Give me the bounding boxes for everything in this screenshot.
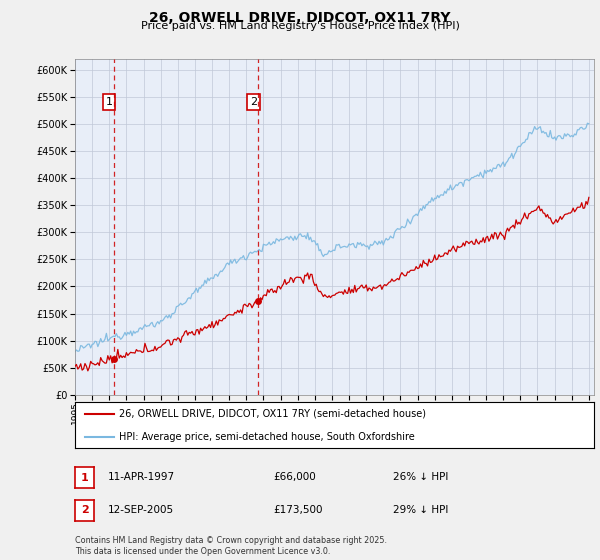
Text: 11-APR-1997: 11-APR-1997 bbox=[108, 472, 175, 482]
Text: 26, ORWELL DRIVE, DIDCOT, OX11 7RY: 26, ORWELL DRIVE, DIDCOT, OX11 7RY bbox=[149, 11, 451, 25]
Text: 26, ORWELL DRIVE, DIDCOT, OX11 7RY (semi-detached house): 26, ORWELL DRIVE, DIDCOT, OX11 7RY (semi… bbox=[119, 409, 426, 418]
Text: 26% ↓ HPI: 26% ↓ HPI bbox=[393, 472, 448, 482]
Text: Contains HM Land Registry data © Crown copyright and database right 2025.
This d: Contains HM Land Registry data © Crown c… bbox=[75, 536, 387, 556]
Text: 29% ↓ HPI: 29% ↓ HPI bbox=[393, 505, 448, 515]
Text: 1: 1 bbox=[81, 473, 88, 483]
Text: 1: 1 bbox=[106, 97, 112, 107]
Text: £173,500: £173,500 bbox=[273, 505, 323, 515]
Text: 12-SEP-2005: 12-SEP-2005 bbox=[108, 505, 174, 515]
Text: Price paid vs. HM Land Registry's House Price Index (HPI): Price paid vs. HM Land Registry's House … bbox=[140, 21, 460, 31]
Text: 2: 2 bbox=[250, 97, 257, 107]
Text: £66,000: £66,000 bbox=[273, 472, 316, 482]
Text: 2: 2 bbox=[81, 505, 88, 515]
Text: HPI: Average price, semi-detached house, South Oxfordshire: HPI: Average price, semi-detached house,… bbox=[119, 432, 415, 441]
